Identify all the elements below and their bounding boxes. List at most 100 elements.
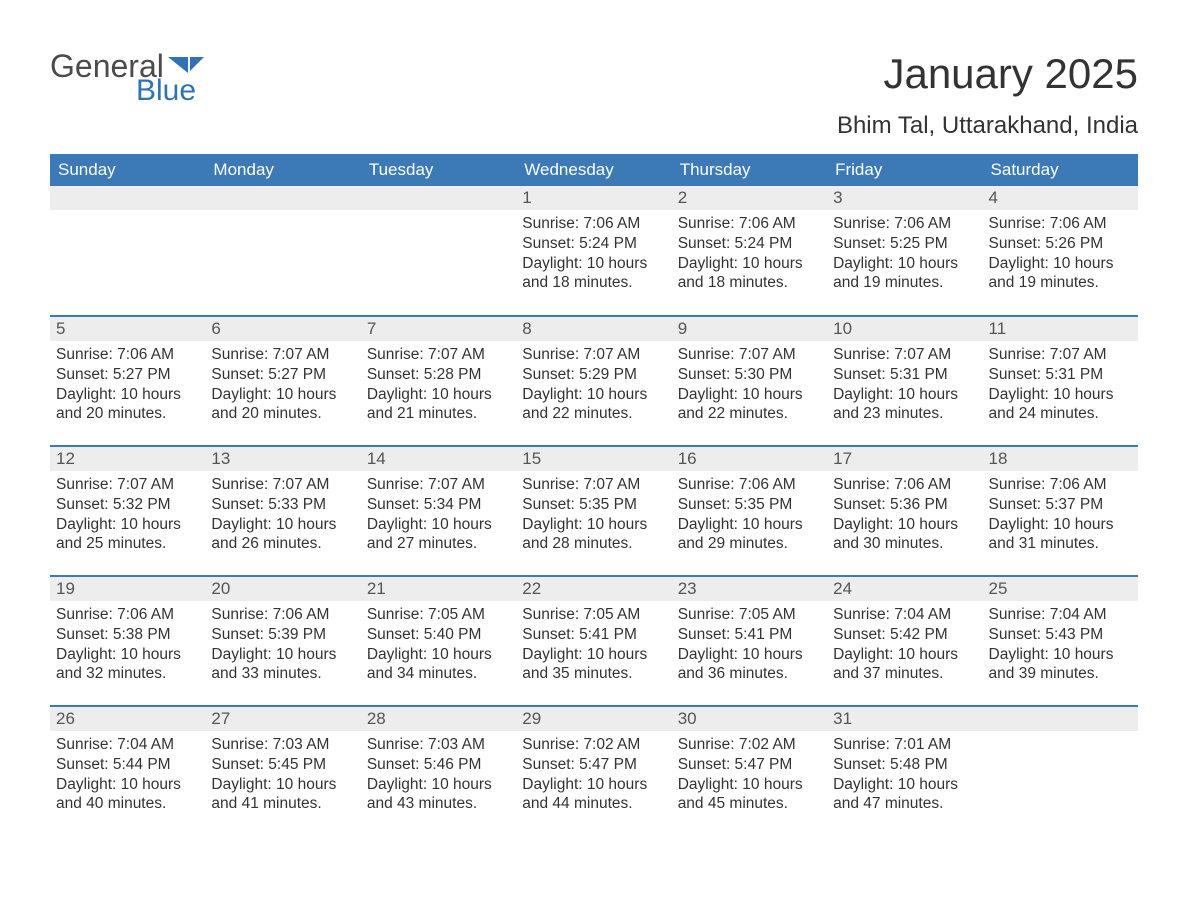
sunset-line: Sunset: 5:27 PM — [211, 365, 354, 385]
day-number — [205, 186, 360, 210]
sunrise-line: Sunrise: 7:06 AM — [211, 605, 354, 625]
cell-body: Sunrise: 7:07 AMSunset: 5:35 PMDaylight:… — [516, 471, 671, 562]
day-number: 29 — [516, 707, 671, 731]
day-number: 13 — [205, 447, 360, 471]
calendar-cell: 26Sunrise: 7:04 AMSunset: 5:44 PMDayligh… — [50, 706, 205, 836]
calendar-cell: 23Sunrise: 7:05 AMSunset: 5:41 PMDayligh… — [672, 576, 827, 706]
cell-body: Sunrise: 7:07 AMSunset: 5:30 PMDaylight:… — [672, 341, 827, 432]
day-number: 9 — [672, 317, 827, 341]
sunset-line: Sunset: 5:36 PM — [833, 495, 976, 515]
calendar-cell: 17Sunrise: 7:06 AMSunset: 5:36 PMDayligh… — [827, 446, 982, 576]
cell-body: Sunrise: 7:04 AMSunset: 5:42 PMDaylight:… — [827, 601, 982, 692]
day-number: 15 — [516, 447, 671, 471]
calendar-cell: 27Sunrise: 7:03 AMSunset: 5:45 PMDayligh… — [205, 706, 360, 836]
calendar-cell: 2Sunrise: 7:06 AMSunset: 5:24 PMDaylight… — [672, 186, 827, 316]
calendar-cell: 12Sunrise: 7:07 AMSunset: 5:32 PMDayligh… — [50, 446, 205, 576]
day-number: 21 — [361, 577, 516, 601]
sunset-line: Sunset: 5:41 PM — [678, 625, 821, 645]
day-number: 6 — [205, 317, 360, 341]
sunrise-line: Sunrise: 7:06 AM — [678, 214, 821, 234]
day-number — [361, 186, 516, 210]
calendar-cell: 29Sunrise: 7:02 AMSunset: 5:47 PMDayligh… — [516, 706, 671, 836]
calendar-cell: 10Sunrise: 7:07 AMSunset: 5:31 PMDayligh… — [827, 316, 982, 446]
daylight-line: Daylight: 10 hours and 47 minutes. — [833, 775, 976, 815]
cell-body: Sunrise: 7:06 AMSunset: 5:24 PMDaylight:… — [672, 210, 827, 301]
weekday-header: Tuesday — [361, 154, 516, 186]
sunrise-line: Sunrise: 7:06 AM — [56, 345, 199, 365]
sunset-line: Sunset: 5:41 PM — [522, 625, 665, 645]
day-number: 12 — [50, 447, 205, 471]
cell-body: Sunrise: 7:07 AMSunset: 5:34 PMDaylight:… — [361, 471, 516, 562]
cell-body: Sunrise: 7:05 AMSunset: 5:40 PMDaylight:… — [361, 601, 516, 692]
daylight-line: Daylight: 10 hours and 22 minutes. — [678, 385, 821, 425]
daylight-line: Daylight: 10 hours and 36 minutes. — [678, 645, 821, 685]
daylight-line: Daylight: 10 hours and 43 minutes. — [367, 775, 510, 815]
sunset-line: Sunset: 5:45 PM — [211, 755, 354, 775]
sunset-line: Sunset: 5:29 PM — [522, 365, 665, 385]
calendar-cell: 9Sunrise: 7:07 AMSunset: 5:30 PMDaylight… — [672, 316, 827, 446]
daylight-line: Daylight: 10 hours and 19 minutes. — [833, 254, 976, 294]
daylight-line: Daylight: 10 hours and 24 minutes. — [989, 385, 1132, 425]
sunset-line: Sunset: 5:34 PM — [367, 495, 510, 515]
daylight-line: Daylight: 10 hours and 45 minutes. — [678, 775, 821, 815]
sunset-line: Sunset: 5:46 PM — [367, 755, 510, 775]
weekday-header: Sunday — [50, 154, 205, 186]
sunrise-line: Sunrise: 7:06 AM — [833, 214, 976, 234]
day-number: 27 — [205, 707, 360, 731]
sunset-line: Sunset: 5:38 PM — [56, 625, 199, 645]
calendar-cell: 25Sunrise: 7:04 AMSunset: 5:43 PMDayligh… — [983, 576, 1138, 706]
sunset-line: Sunset: 5:40 PM — [367, 625, 510, 645]
daylight-line: Daylight: 10 hours and 32 minutes. — [56, 645, 199, 685]
cell-body: Sunrise: 7:07 AMSunset: 5:31 PMDaylight:… — [983, 341, 1138, 432]
weekday-header-row: SundayMondayTuesdayWednesdayThursdayFrid… — [50, 154, 1138, 186]
calendar-cell: 11Sunrise: 7:07 AMSunset: 5:31 PMDayligh… — [983, 316, 1138, 446]
day-number: 31 — [827, 707, 982, 731]
day-number: 3 — [827, 186, 982, 210]
cell-body: Sunrise: 7:02 AMSunset: 5:47 PMDaylight:… — [516, 731, 671, 822]
calendar-cell: 7Sunrise: 7:07 AMSunset: 5:28 PMDaylight… — [361, 316, 516, 446]
cell-body: Sunrise: 7:03 AMSunset: 5:46 PMDaylight:… — [361, 731, 516, 822]
day-number — [983, 707, 1138, 731]
daylight-line: Daylight: 10 hours and 28 minutes. — [522, 515, 665, 555]
calendar-cell: 28Sunrise: 7:03 AMSunset: 5:46 PMDayligh… — [361, 706, 516, 836]
calendar-row: 1Sunrise: 7:06 AMSunset: 5:24 PMDaylight… — [50, 186, 1138, 316]
sunset-line: Sunset: 5:27 PM — [56, 365, 199, 385]
sunrise-line: Sunrise: 7:07 AM — [56, 475, 199, 495]
weekday-header: Monday — [205, 154, 360, 186]
day-number: 26 — [50, 707, 205, 731]
day-number: 28 — [361, 707, 516, 731]
header: General Blue January 2025 — [50, 50, 1138, 106]
sunrise-line: Sunrise: 7:06 AM — [522, 214, 665, 234]
cell-body: Sunrise: 7:06 AMSunset: 5:25 PMDaylight:… — [827, 210, 982, 301]
day-number — [50, 186, 205, 210]
day-number: 5 — [50, 317, 205, 341]
calendar-cell: 19Sunrise: 7:06 AMSunset: 5:38 PMDayligh… — [50, 576, 205, 706]
sunset-line: Sunset: 5:24 PM — [522, 234, 665, 254]
sunset-line: Sunset: 5:26 PM — [989, 234, 1132, 254]
day-number: 4 — [983, 186, 1138, 210]
calendar-body: 1Sunrise: 7:06 AMSunset: 5:24 PMDaylight… — [50, 186, 1138, 836]
sunrise-line: Sunrise: 7:03 AM — [367, 735, 510, 755]
day-number: 22 — [516, 577, 671, 601]
cell-body: Sunrise: 7:02 AMSunset: 5:47 PMDaylight:… — [672, 731, 827, 822]
calendar-cell: 13Sunrise: 7:07 AMSunset: 5:33 PMDayligh… — [205, 446, 360, 576]
sunrise-line: Sunrise: 7:04 AM — [989, 605, 1132, 625]
calendar-cell: 8Sunrise: 7:07 AMSunset: 5:29 PMDaylight… — [516, 316, 671, 446]
calendar-cell: 3Sunrise: 7:06 AMSunset: 5:25 PMDaylight… — [827, 186, 982, 316]
day-number: 14 — [361, 447, 516, 471]
cell-body: Sunrise: 7:07 AMSunset: 5:29 PMDaylight:… — [516, 341, 671, 432]
sunrise-line: Sunrise: 7:07 AM — [211, 475, 354, 495]
calendar-cell: 31Sunrise: 7:01 AMSunset: 5:48 PMDayligh… — [827, 706, 982, 836]
cell-body: Sunrise: 7:01 AMSunset: 5:48 PMDaylight:… — [827, 731, 982, 822]
sunset-line: Sunset: 5:24 PM — [678, 234, 821, 254]
daylight-line: Daylight: 10 hours and 31 minutes. — [989, 515, 1132, 555]
daylight-line: Daylight: 10 hours and 40 minutes. — [56, 775, 199, 815]
logo: General Blue — [50, 50, 204, 106]
cell-body: Sunrise: 7:05 AMSunset: 5:41 PMDaylight:… — [516, 601, 671, 692]
sunrise-line: Sunrise: 7:05 AM — [367, 605, 510, 625]
day-number: 7 — [361, 317, 516, 341]
cell-body: Sunrise: 7:07 AMSunset: 5:31 PMDaylight:… — [827, 341, 982, 432]
weekday-header: Thursday — [672, 154, 827, 186]
cell-body: Sunrise: 7:07 AMSunset: 5:28 PMDaylight:… — [361, 341, 516, 432]
sunrise-line: Sunrise: 7:04 AM — [56, 735, 199, 755]
